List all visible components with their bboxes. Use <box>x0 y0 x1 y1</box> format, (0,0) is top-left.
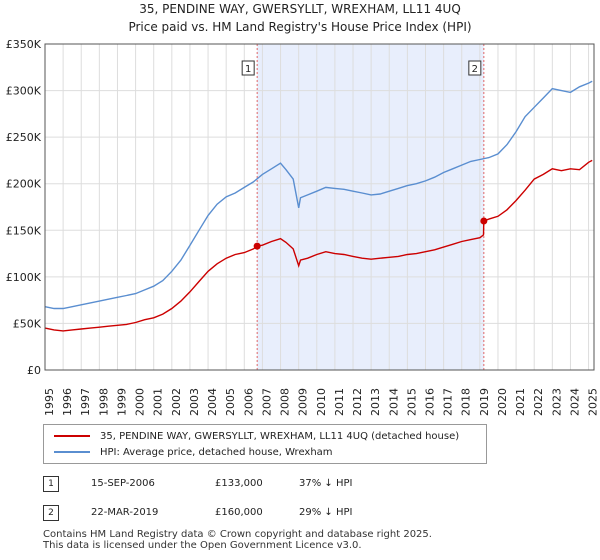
sale-marker-box <box>468 60 482 76</box>
x-tick-label: 2025 <box>587 388 600 416</box>
y-tick-label: £300K <box>6 85 42 98</box>
x-tick-label: 2011 <box>333 388 346 416</box>
x-tick-label: 2013 <box>369 388 382 416</box>
y-tick-label: £150K <box>6 224 42 237</box>
x-tick-label: 2022 <box>532 388 545 416</box>
x-tick-label: 2002 <box>170 388 183 416</box>
x-tick-label: 2000 <box>134 388 147 416</box>
x-tick-label: 2017 <box>442 388 455 416</box>
x-tick-label: 2023 <box>550 388 563 416</box>
transaction-number: 1 <box>43 476 59 492</box>
chart-legend: 35, PENDINE WAY, GWERSYLLT, WREXHAM, LL1… <box>43 424 487 464</box>
transaction-price: £160,000 <box>215 507 263 518</box>
legend-label-hpi: HPI: Average price, detached house, Wrex… <box>100 446 333 458</box>
x-tick-label: 2008 <box>279 388 292 416</box>
ownership-period-shade <box>257 44 484 370</box>
footer-line-copyright: Contains HM Land Registry data © Crown c… <box>43 529 432 540</box>
sale-marker-label: 1 <box>245 64 251 75</box>
footer-license: Contains HM Land Registry data © Crown c… <box>43 529 432 551</box>
chart-subtitle: Price paid vs. HM Land Registry's House … <box>128 20 472 34</box>
y-tick-label: £250K <box>6 131 42 144</box>
chart-title-address: 35, PENDINE WAY, GWERSYLLT, WREXHAM, LL1… <box>139 2 461 16</box>
x-tick-label: 2015 <box>405 388 418 416</box>
sale-marker-box <box>241 60 255 76</box>
x-tick-label: 2006 <box>242 388 255 416</box>
transaction-number: 2 <box>43 505 59 521</box>
transaction-date: 22-MAR-2019 <box>91 507 159 518</box>
x-tick-label: 1997 <box>79 388 92 416</box>
x-tick-label: 1998 <box>97 388 110 416</box>
x-tick-label: 2003 <box>188 388 201 416</box>
x-tick-label: 2018 <box>460 388 473 416</box>
y-tick-label: £50K <box>13 317 42 330</box>
transaction-hpi-diff: 29% ↓ HPI <box>299 507 353 518</box>
x-tick-label: 2005 <box>224 388 237 416</box>
hpi-line <box>44 80 593 310</box>
y-tick-label: £350K <box>6 38 42 51</box>
sale-point <box>253 242 261 250</box>
price-chart: 1 2 £0 £50K £100K £150K £200K £250K £300K £350K 1… <box>6 38 600 416</box>
legend-swatch-hpi <box>54 451 90 453</box>
plot-frame <box>44 43 595 371</box>
x-tick-label: 2021 <box>514 388 527 416</box>
footer-line-licence: This data is licensed under the Open Gov… <box>43 540 362 551</box>
y-tick-label: £100K <box>6 271 42 284</box>
y-tick-label: £0 <box>27 364 41 377</box>
legend-label-property: 35, PENDINE WAY, GWERSYLLT, WREXHAM, LL1… <box>100 430 460 442</box>
legend-swatch-property <box>54 435 90 437</box>
sale-point <box>480 217 488 225</box>
table-row: 1 15-SEP-2006 £133,000 37% ↓ HPI <box>43 476 483 494</box>
x-tick-label: 1999 <box>115 388 128 416</box>
x-tick-label: 2014 <box>387 388 400 416</box>
x-tick-label: 2024 <box>568 388 581 416</box>
transaction-hpi-diff: 37% ↓ HPI <box>299 478 353 489</box>
x-tick-label: 2010 <box>315 388 328 416</box>
x-tick-label: 2019 <box>478 388 491 416</box>
transaction-date: 15-SEP-2006 <box>91 478 155 489</box>
x-tick-label: 2016 <box>423 388 436 416</box>
x-tick-label: 1995 <box>43 388 56 416</box>
x-tick-label: 2001 <box>152 388 165 416</box>
legend-item-hpi: HPI: Average price, detached house, Wrex… <box>54 445 333 459</box>
y-tick-label: £200K <box>6 178 42 191</box>
x-tick-label: 1996 <box>61 388 74 416</box>
x-tick-label: 2007 <box>260 388 273 416</box>
x-tick-label: 2009 <box>297 388 310 416</box>
x-tick-label: 2012 <box>351 388 364 416</box>
x-tick-label: 2004 <box>206 388 219 416</box>
sale-marker-label: 2 <box>472 64 478 75</box>
property-price-line <box>44 159 593 332</box>
table-row: 2 22-MAR-2019 £160,000 29% ↓ HPI <box>43 505 483 523</box>
transaction-price: £133,000 <box>215 478 263 489</box>
legend-item-property: 35, PENDINE WAY, GWERSYLLT, WREXHAM, LL1… <box>54 429 459 443</box>
x-tick-label: 2020 <box>496 388 509 416</box>
